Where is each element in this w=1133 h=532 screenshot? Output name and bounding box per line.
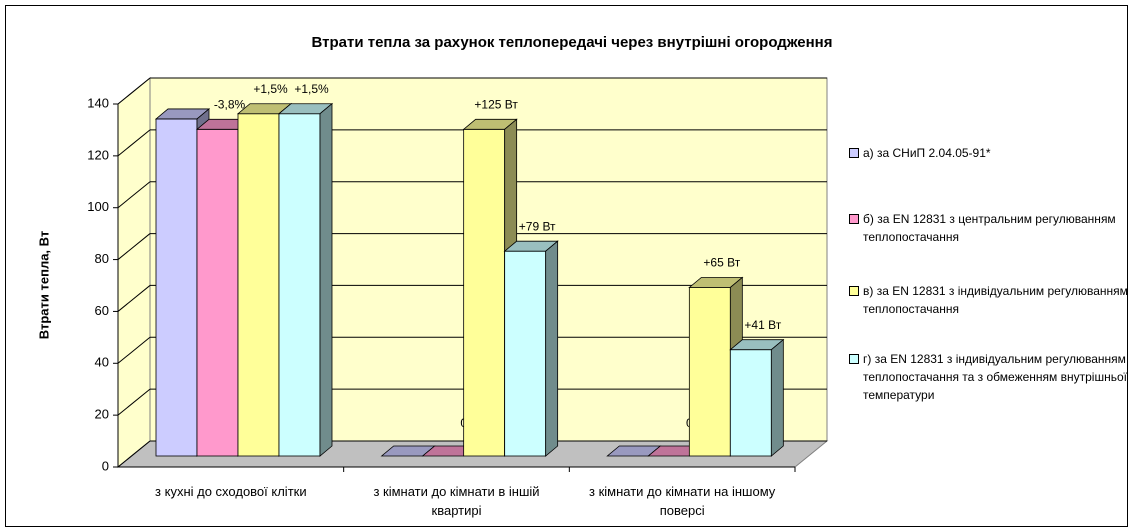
chart-title: Втрати тепла за рахунок теплопередачі че… bbox=[312, 34, 833, 51]
bar-side bbox=[545, 240, 559, 457]
data-label: +1,5% bbox=[294, 82, 329, 96]
bar-front bbox=[155, 118, 198, 457]
legend-item: а) за СНиП 2.04.05-91* bbox=[849, 144, 1133, 162]
data-label: +1,5% bbox=[253, 82, 288, 96]
legend-item: в) за EN 12831 з індивідуальним регулюва… bbox=[849, 282, 1133, 318]
data-label: -3,8% bbox=[214, 97, 246, 111]
bar-front bbox=[237, 113, 280, 457]
bar bbox=[729, 338, 785, 457]
grid-line-side bbox=[117, 77, 151, 105]
x-tick-label: з кімнати до кімнати на іншому поверсі bbox=[589, 484, 776, 518]
data-label: +79 Вт bbox=[519, 219, 556, 233]
y-tick-label: 120 bbox=[87, 147, 109, 162]
grid-line-side bbox=[117, 129, 151, 157]
data-label: +125 Вт bbox=[474, 97, 518, 111]
bar bbox=[277, 102, 334, 457]
data-label: +41 Вт bbox=[744, 318, 781, 332]
grid-line-side bbox=[117, 233, 151, 260]
y-tick-label: 0 bbox=[102, 458, 109, 473]
legend-item: г) за EN 12831 з індивідуальним регулюва… bbox=[849, 350, 1133, 404]
grid-line-side bbox=[117, 285, 151, 312]
bar-front bbox=[688, 287, 731, 457]
y-tick-label: 60 bbox=[95, 303, 109, 318]
y-tick-label: 80 bbox=[95, 251, 109, 266]
x-tick-label: з кімнати до кімнати в іншій квартирі bbox=[373, 484, 540, 518]
legend-swatch bbox=[849, 214, 859, 224]
bar-front bbox=[278, 113, 321, 457]
bar-front bbox=[463, 128, 506, 457]
grid-line-side bbox=[117, 336, 151, 364]
bar-side bbox=[319, 102, 333, 457]
y-tick-label: 100 bbox=[87, 199, 109, 214]
legend-swatch bbox=[849, 354, 859, 364]
bar-front bbox=[729, 349, 772, 457]
legend-item: б) за EN 12831 з центральним регулювання… bbox=[849, 210, 1133, 246]
grid-line-side bbox=[117, 440, 151, 468]
side-wall bbox=[117, 76, 151, 469]
y-tick-label: 140 bbox=[87, 95, 109, 110]
bar-front bbox=[504, 250, 547, 457]
data-label: +65 Вт bbox=[703, 256, 740, 270]
y-axis-label: Втрати тепла, Вт bbox=[36, 231, 51, 339]
bar bbox=[503, 240, 559, 457]
y-tick-label: 40 bbox=[95, 355, 109, 370]
grid-line-side bbox=[117, 388, 151, 416]
y-tick-label: 20 bbox=[95, 407, 109, 422]
legend-swatch bbox=[849, 148, 859, 158]
legend-swatch bbox=[849, 286, 859, 296]
bar-front bbox=[196, 128, 239, 457]
bar-side bbox=[770, 338, 784, 457]
x-tick-label: з кухні до сходової клітки bbox=[155, 484, 307, 499]
grid-line-side bbox=[117, 181, 151, 209]
